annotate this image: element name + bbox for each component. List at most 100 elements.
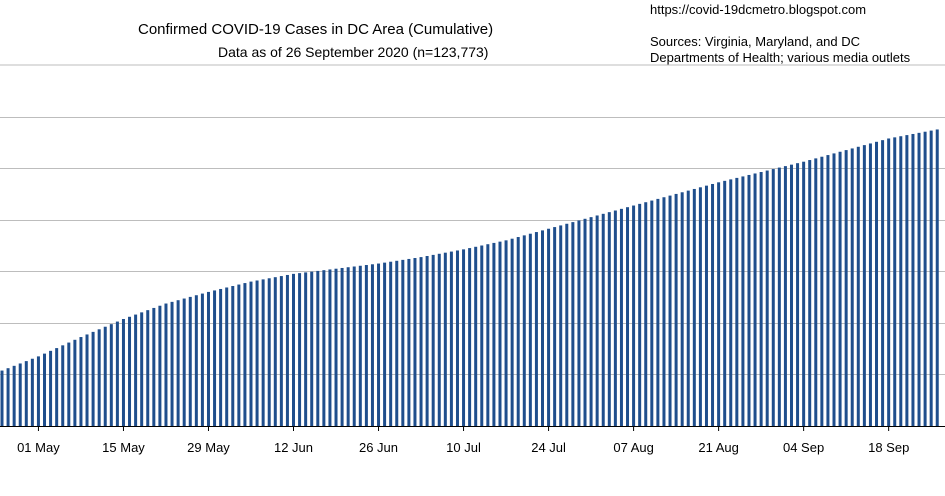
bar [437, 253, 441, 426]
x-tick-label: 10 Jul [446, 440, 481, 455]
bar [814, 158, 818, 426]
bar [468, 248, 472, 426]
bar [152, 307, 156, 426]
bar [164, 303, 168, 426]
bar [443, 252, 447, 426]
bar [595, 215, 599, 426]
bar [134, 314, 138, 426]
bar [832, 153, 836, 426]
chart-subtitle: Data as of 26 September 2020 (n=123,773) [218, 44, 489, 60]
bar [310, 271, 314, 426]
bar [759, 172, 763, 426]
chart-title: Confirmed COVID-19 Cases in DC Area (Cum… [138, 21, 494, 38]
x-tick-label: 24 Jul [531, 440, 566, 455]
bar [868, 143, 872, 426]
bar [613, 210, 617, 426]
bar [377, 263, 381, 426]
bar [698, 187, 702, 426]
bar [686, 190, 690, 426]
bar [589, 217, 593, 426]
bar [279, 276, 283, 426]
bar [0, 370, 4, 426]
bar [43, 353, 47, 426]
bar [862, 145, 866, 426]
bar [395, 260, 399, 426]
bar [364, 265, 368, 426]
bar [917, 132, 921, 426]
bar [298, 273, 302, 426]
bar [103, 326, 107, 426]
x-tick-label: 18 Sep [868, 440, 909, 455]
bar [30, 358, 34, 426]
bar [838, 151, 842, 426]
bar [875, 141, 879, 427]
bar [389, 261, 393, 426]
bar [285, 274, 289, 426]
bar [322, 270, 326, 426]
bar [49, 350, 53, 426]
bar [565, 223, 569, 426]
bar [704, 185, 708, 426]
bar [462, 249, 466, 426]
x-tick-label: 26 Jun [359, 440, 398, 455]
bar [383, 262, 387, 426]
bar [231, 286, 235, 426]
bar [225, 287, 229, 426]
bar [783, 166, 787, 426]
bar [553, 227, 557, 426]
x-tick-label: 15 May [102, 440, 145, 455]
bar [923, 131, 927, 426]
bar [79, 337, 83, 426]
bar [674, 193, 678, 426]
x-tick-label: 04 Sep [783, 440, 824, 455]
bar [826, 155, 830, 426]
bar [626, 207, 630, 426]
bar [516, 237, 520, 426]
bar [255, 280, 259, 426]
bar [85, 334, 89, 426]
bar [510, 238, 514, 426]
bar [6, 368, 10, 426]
bar [474, 246, 478, 426]
bar [401, 259, 405, 426]
bar [73, 339, 77, 426]
x-tick-label: 29 May [187, 440, 230, 455]
bar [249, 281, 253, 426]
bar [334, 268, 338, 426]
x-tick-label: 21 Aug [698, 440, 739, 455]
bar [747, 174, 751, 426]
bar [12, 365, 16, 426]
bar [601, 213, 605, 426]
bar [644, 202, 648, 426]
bar [577, 220, 581, 426]
bar [213, 290, 217, 426]
bar [261, 279, 265, 426]
bar [729, 179, 733, 426]
sources-note-line-2: Departments of Health; various media out… [650, 50, 911, 65]
bar [771, 169, 775, 426]
bar [692, 188, 696, 426]
bar [55, 348, 59, 426]
bar [789, 164, 793, 426]
bar [358, 265, 362, 426]
x-tick-label: 01 May [17, 440, 60, 455]
bar [219, 288, 223, 426]
bar [200, 293, 204, 426]
bar [559, 225, 563, 426]
bar [583, 218, 587, 426]
bar [534, 232, 538, 426]
source-url[interactable]: https://covid-19dcmetro.blogspot.com [650, 2, 867, 17]
bar [802, 161, 806, 426]
bar [638, 203, 642, 426]
bar [741, 176, 745, 426]
bar [528, 233, 532, 426]
bar [18, 363, 22, 426]
bar [243, 283, 247, 426]
bar [449, 251, 453, 426]
bar [121, 318, 125, 426]
bar [36, 356, 40, 426]
bar [899, 136, 903, 427]
bar [67, 342, 71, 426]
bar [340, 267, 344, 426]
bar [328, 269, 332, 426]
